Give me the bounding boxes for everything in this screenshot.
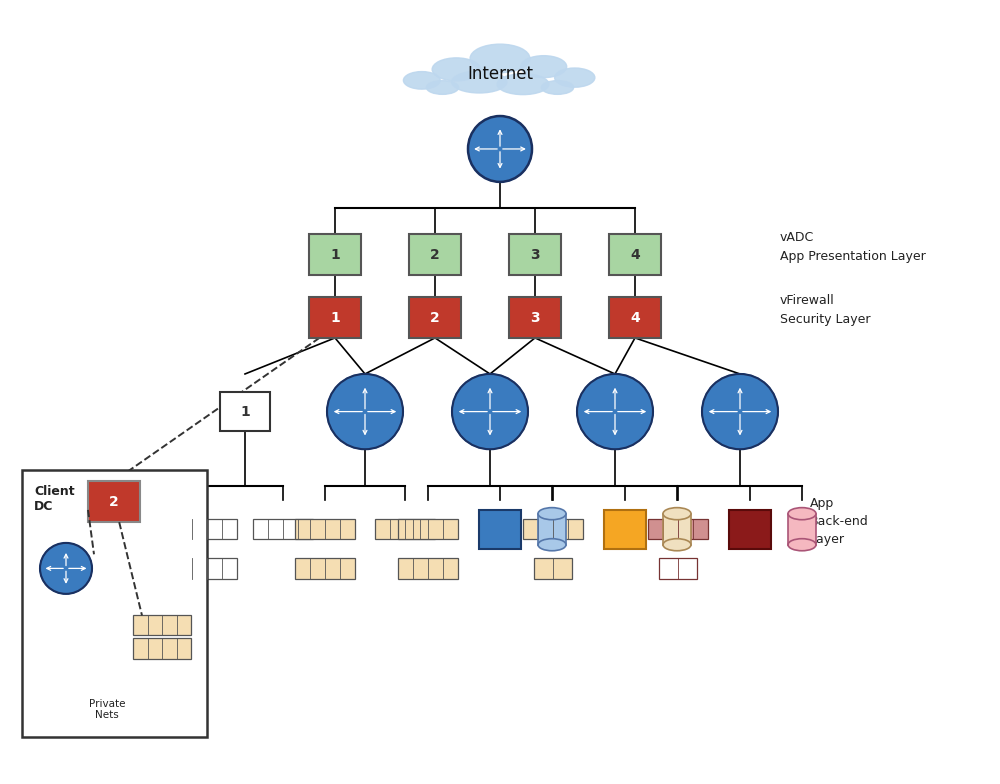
FancyBboxPatch shape [729,510,771,549]
Ellipse shape [663,539,691,551]
Text: App
Back-end
Layer: App Back-end Layer [810,497,869,546]
FancyBboxPatch shape [398,519,458,539]
FancyBboxPatch shape [133,615,191,635]
Text: 1: 1 [240,405,250,419]
Ellipse shape [59,707,80,715]
Ellipse shape [788,539,816,551]
FancyBboxPatch shape [220,392,270,431]
FancyBboxPatch shape [538,514,566,545]
Ellipse shape [76,701,112,714]
Ellipse shape [134,707,155,715]
FancyBboxPatch shape [253,519,313,539]
FancyBboxPatch shape [663,514,691,545]
Ellipse shape [452,71,507,93]
Ellipse shape [470,44,530,73]
FancyBboxPatch shape [509,234,561,275]
FancyBboxPatch shape [534,558,572,579]
Text: 2: 2 [430,310,440,325]
FancyBboxPatch shape [659,558,697,579]
Ellipse shape [538,508,566,520]
Ellipse shape [44,702,68,712]
Ellipse shape [788,508,816,520]
FancyBboxPatch shape [375,519,435,539]
FancyBboxPatch shape [409,297,461,338]
Text: 1: 1 [330,248,340,262]
Ellipse shape [63,693,94,707]
FancyBboxPatch shape [88,481,140,522]
Text: 1: 1 [330,310,340,325]
FancyBboxPatch shape [609,297,661,338]
Text: 2: 2 [109,495,119,509]
FancyBboxPatch shape [177,519,237,539]
Ellipse shape [40,543,92,594]
FancyBboxPatch shape [309,234,361,275]
FancyBboxPatch shape [479,510,521,549]
FancyBboxPatch shape [295,519,355,539]
Ellipse shape [120,691,150,705]
Ellipse shape [702,374,778,449]
Text: Internet: Internet [467,66,533,83]
Text: 3: 3 [530,248,540,262]
Text: 3: 3 [530,310,540,325]
Text: Private
Nets: Private Nets [89,699,125,720]
Text: 4: 4 [630,248,640,262]
Ellipse shape [538,539,566,551]
FancyBboxPatch shape [177,558,237,579]
Text: 2: 2 [430,248,440,262]
Ellipse shape [663,508,691,520]
FancyBboxPatch shape [398,558,458,579]
FancyBboxPatch shape [509,297,561,338]
Text: vFirewall
Security Layer: vFirewall Security Layer [780,294,870,325]
Ellipse shape [555,68,595,87]
FancyBboxPatch shape [788,514,816,545]
Ellipse shape [143,699,169,711]
FancyBboxPatch shape [609,234,661,275]
Ellipse shape [327,374,403,449]
FancyBboxPatch shape [22,470,207,737]
Ellipse shape [541,81,574,94]
Ellipse shape [497,74,549,95]
Ellipse shape [468,116,532,182]
FancyBboxPatch shape [648,519,708,539]
Ellipse shape [577,374,653,449]
Ellipse shape [452,374,528,449]
Ellipse shape [432,58,480,81]
FancyBboxPatch shape [309,297,361,338]
FancyBboxPatch shape [523,519,583,539]
Text: vADC
App Presentation Layer: vADC App Presentation Layer [780,231,926,263]
FancyBboxPatch shape [295,558,355,579]
Text: 4: 4 [630,310,640,325]
Ellipse shape [403,71,440,89]
Ellipse shape [88,685,127,702]
Ellipse shape [105,702,139,715]
Ellipse shape [426,81,459,94]
FancyBboxPatch shape [133,638,191,659]
Ellipse shape [521,56,567,78]
Text: Client
DC: Client DC [34,485,75,513]
FancyBboxPatch shape [409,234,461,275]
FancyBboxPatch shape [604,510,646,549]
